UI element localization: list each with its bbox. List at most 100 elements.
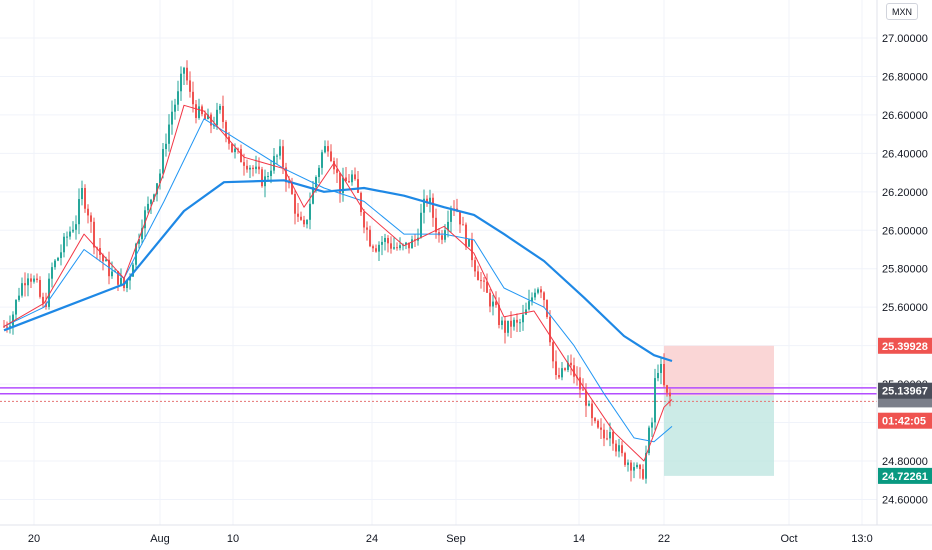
price-tick-label: 25.80000 <box>882 264 928 276</box>
candle-body <box>507 320 509 333</box>
candle-body <box>192 91 194 105</box>
candle-body <box>60 252 62 258</box>
stop-price-label: 25.39928 <box>882 341 928 353</box>
candle-body <box>408 242 410 249</box>
candle-body <box>639 464 641 470</box>
price-tick-label: 26.40000 <box>882 148 928 160</box>
candle-body <box>618 445 620 452</box>
candle-body <box>669 392 671 397</box>
candle-body <box>342 177 344 194</box>
horizontal-lines[interactable] <box>0 387 877 402</box>
time-axis[interactable]: 20 Aug 10 24 Sep 14 22 Oct 13:0 <box>28 533 873 545</box>
candle-body <box>621 445 623 454</box>
candle-body <box>573 365 575 377</box>
candle-body <box>522 314 524 323</box>
candle-body <box>159 173 161 184</box>
moving-average-mid <box>3 118 673 443</box>
candle-body <box>303 219 305 225</box>
candle-body <box>282 146 284 168</box>
candle-body <box>162 149 164 174</box>
candle-body <box>429 197 431 203</box>
take-profit-zone[interactable] <box>664 395 774 476</box>
candle-body <box>411 239 413 249</box>
candle-body <box>369 229 371 247</box>
candle-body <box>219 105 221 110</box>
candle-body <box>363 212 365 228</box>
candle-body <box>513 319 515 327</box>
candle-body <box>63 236 65 253</box>
candle-body <box>318 167 320 178</box>
candle-body <box>147 203 149 211</box>
candle-body <box>327 146 329 152</box>
candle-body <box>588 403 590 406</box>
candle-body <box>393 247 395 249</box>
candle-body <box>216 109 218 126</box>
candle-body <box>117 271 119 285</box>
position-zones[interactable] <box>664 345 774 476</box>
candle-body <box>486 281 488 293</box>
candle-body <box>480 280 482 282</box>
price-axis[interactable]: 27.00000 26.80000 26.60000 26.40000 26.20000… <box>882 33 928 506</box>
candle-body <box>546 300 548 317</box>
candle-body <box>3 326 5 328</box>
candle-body <box>252 167 254 170</box>
candle-body <box>510 320 512 327</box>
time-tick-label: 14 <box>573 533 585 545</box>
candle-body <box>444 230 446 240</box>
candle-body <box>72 229 74 232</box>
candle-body <box>642 469 644 479</box>
candle-body <box>255 166 257 170</box>
candle-body <box>153 194 155 200</box>
candle-body <box>66 236 68 238</box>
candle-body <box>156 183 158 195</box>
candle-body <box>375 248 377 252</box>
candle-body <box>372 246 374 249</box>
time-tick-label: Oct <box>780 533 797 545</box>
candle-body <box>246 165 248 170</box>
candle-body <box>309 203 311 220</box>
candle-body <box>132 264 134 277</box>
candle-body <box>315 177 317 188</box>
candle-body <box>360 192 362 213</box>
countdown-label: 01:42:05 <box>882 416 926 428</box>
grid-lines <box>0 0 877 525</box>
candle-body <box>624 453 626 465</box>
candle-body <box>405 242 407 245</box>
candle-body <box>594 418 596 421</box>
candle-body <box>33 278 35 282</box>
candle-body <box>627 462 629 465</box>
candle-body <box>330 151 332 161</box>
candles <box>3 60 671 484</box>
candle-body <box>57 257 59 261</box>
candle-body <box>471 239 473 261</box>
candle-body <box>357 179 359 193</box>
candle-body <box>354 174 356 180</box>
moving-average-slow <box>3 179 673 363</box>
candle-body <box>432 197 434 218</box>
candle-body <box>300 216 302 220</box>
candle-body <box>435 217 437 233</box>
candle-body <box>174 104 176 112</box>
time-tick-label: Aug <box>150 533 170 545</box>
candle-body <box>426 198 428 203</box>
candle-body <box>231 143 233 153</box>
candle-body <box>261 169 263 187</box>
price-tick-label: 26.80000 <box>882 71 928 83</box>
candle-body <box>492 301 494 307</box>
candle-body <box>378 244 380 252</box>
candle-body <box>36 278 38 281</box>
candle-body <box>531 297 533 302</box>
candle-body <box>306 219 308 225</box>
candle-body <box>399 245 401 249</box>
candle-body <box>633 467 635 471</box>
candle-body <box>225 121 227 137</box>
candle-body <box>165 143 167 150</box>
candle-body <box>366 227 368 230</box>
currency-badge[interactable]: MXN <box>886 3 918 20</box>
candle-body <box>183 67 185 74</box>
candle-body <box>534 292 536 298</box>
candle-body <box>441 235 443 240</box>
candle-body <box>12 314 14 326</box>
candle-body <box>273 156 275 171</box>
